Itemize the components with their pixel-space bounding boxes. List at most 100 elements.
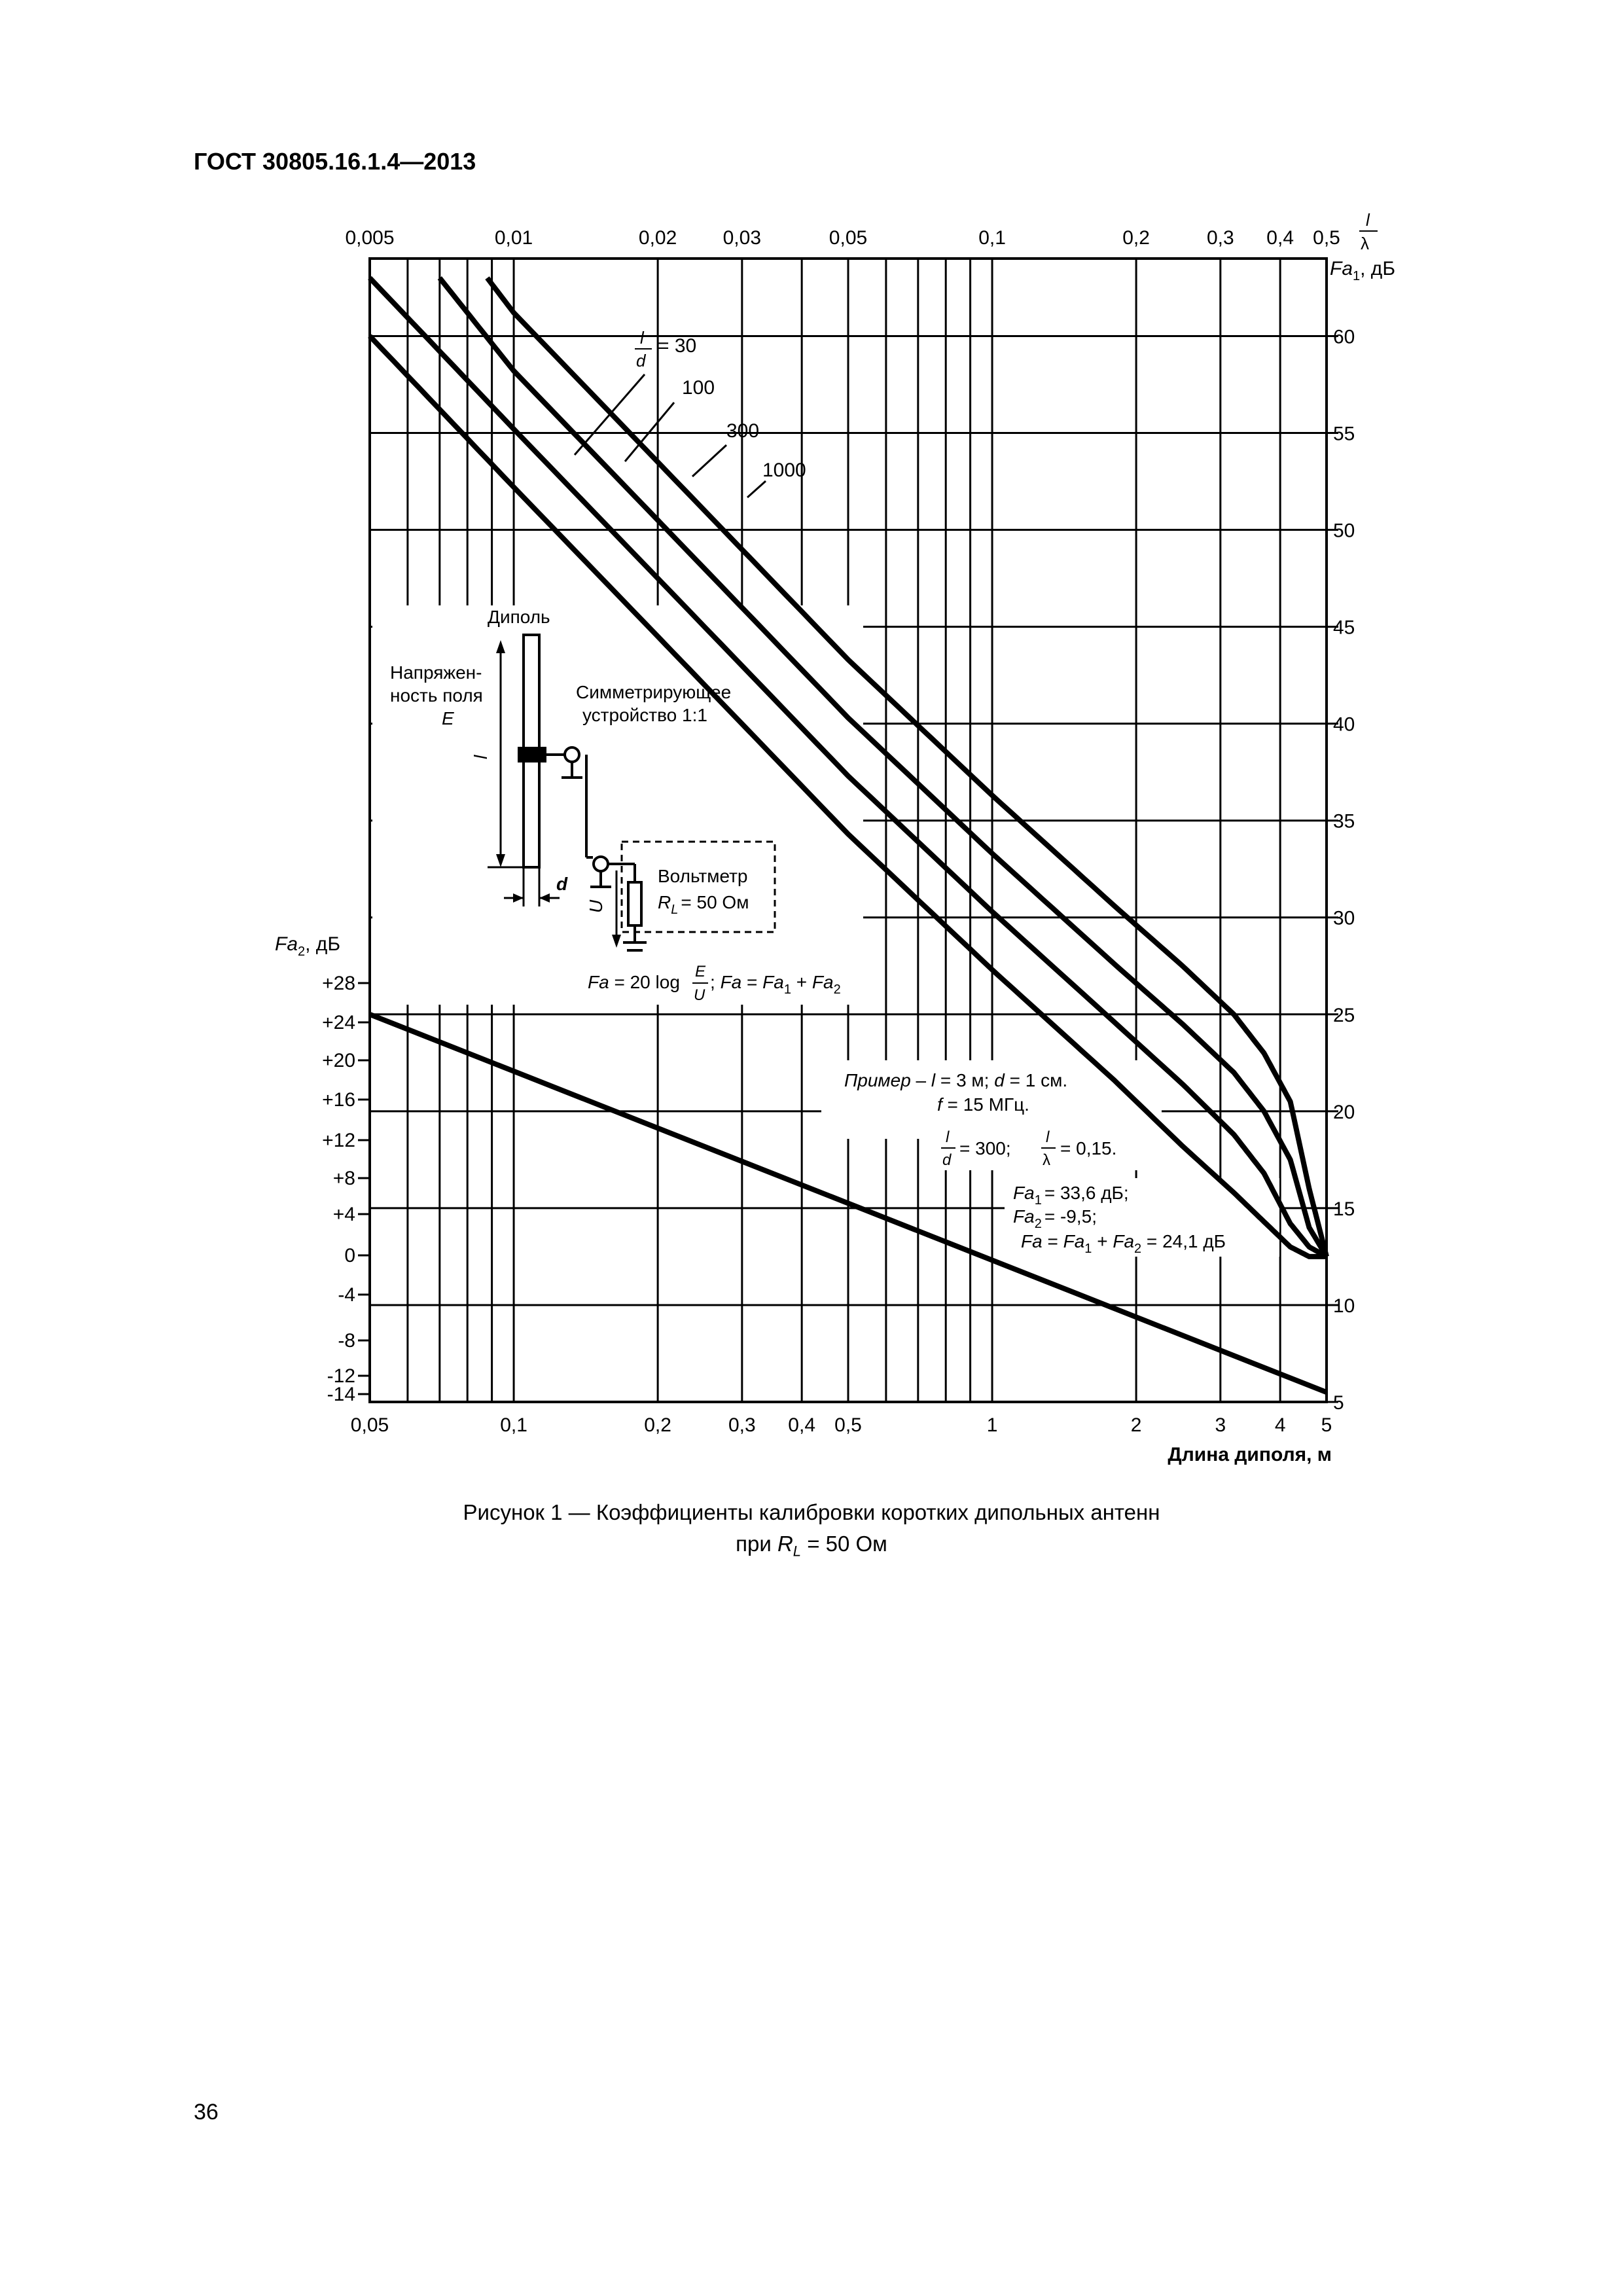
curve-label-1000: 1000 <box>762 459 806 481</box>
right-tick-label: 25 <box>1333 1005 1355 1026</box>
ld-fraction-num: l <box>640 328 645 348</box>
top-x-tick-label: 0,4 <box>1266 227 1294 249</box>
balun-label-line1: Симметрирующее <box>576 682 731 702</box>
top-x-tick-label: 0,02 <box>639 227 677 249</box>
x-tick-label: 1 <box>987 1414 998 1436</box>
svg-text:Fa = 20 log: Fa = 20 log <box>588 972 680 992</box>
left-tick-label: -12 <box>327 1365 355 1387</box>
top-x-tick-label: 0,3 <box>1207 227 1234 249</box>
top-x-tick-label: 0,1 <box>978 227 1006 249</box>
x-tick-label: 0,05 <box>351 1414 389 1436</box>
x-tick-label: 0,2 <box>644 1414 671 1436</box>
example-block: Пример – l = 3 м; d = 1 см. f = 15 МГц. … <box>844 1070 1226 1256</box>
example-line2: f = 15 МГц. <box>937 1094 1029 1115</box>
x-tick-label: 0,4 <box>788 1414 815 1436</box>
right-tick-label: 45 <box>1333 617 1355 639</box>
left-tick-label: +8 <box>333 1168 355 1189</box>
left-tick-label: +12 <box>322 1130 355 1151</box>
diameter-label: d <box>556 874 568 894</box>
left-tick-label: -14 <box>327 1384 355 1405</box>
curve-label-30: = 30 <box>658 335 696 357</box>
dipole-label: Диполь <box>488 607 550 627</box>
fa1-curve-ld-100 <box>368 276 1328 1259</box>
right-tick-label: 40 <box>1333 714 1355 736</box>
dipole-schematic <box>488 634 776 952</box>
left-tick-label: +24 <box>322 1012 355 1033</box>
svg-text:l: l <box>946 1128 950 1146</box>
right-tick-label: 20 <box>1333 1102 1355 1123</box>
top-x-tick-label: 0,05 <box>829 227 867 249</box>
top-x-tick-label: 0,01 <box>495 227 533 249</box>
top-x-tick-label: 0,03 <box>723 227 761 249</box>
left-tick-label: -8 <box>338 1330 355 1352</box>
right-tick-label: 5 <box>1333 1392 1344 1414</box>
example-line1: Пример – l = 3 м; d = 1 см. <box>844 1070 1067 1090</box>
svg-text:U: U <box>694 986 705 1004</box>
right-tick-label: 15 <box>1333 1198 1355 1220</box>
length-label: l <box>471 755 491 759</box>
right-tick-label: 30 <box>1333 908 1355 929</box>
field-label-e: E <box>442 708 454 728</box>
voltage-label: U <box>586 899 606 913</box>
left-axis-label: Fa2, дБ <box>275 933 340 959</box>
example-line3b: = 0,15. <box>1060 1138 1116 1158</box>
example-line3a: = 300; <box>959 1138 1011 1158</box>
fa1-curve-ld-30 <box>368 334 1328 1259</box>
caption-line2: при RL = 50 Ом <box>736 1532 887 1560</box>
formula-label: Fa = 20 log E U ; Fa = Fa1 + Fa2 <box>588 963 841 1004</box>
x-tick-label: 4 <box>1275 1414 1286 1436</box>
svg-text:E: E <box>695 963 706 980</box>
top-axis-label-num: l <box>1366 210 1370 230</box>
curve-leader-300 <box>691 444 728 478</box>
fa1-curve-ld-1000 <box>485 276 1329 1257</box>
curve-label-100: 100 <box>682 377 715 399</box>
right-axis-label: Fa1, дБ <box>1330 258 1395 283</box>
right-tick-label: 60 <box>1333 326 1355 348</box>
left-tick-label: -4 <box>338 1284 355 1306</box>
figure-caption: Рисунок 1 — Коэффициенты калибровки коро… <box>0 1497 1623 1568</box>
voltmeter-label: Вольтметр <box>658 866 747 886</box>
curve-leader-100 <box>624 402 675 462</box>
x-tick-label: 3 <box>1215 1414 1226 1436</box>
fa1-curve-ld-300 <box>437 276 1329 1258</box>
x-tick-label: 0,1 <box>500 1414 527 1436</box>
curve-leader-30 <box>573 374 646 456</box>
caption-line1: Рисунок 1 — Коэффициенты калибровки коро… <box>463 1500 1160 1524</box>
right-tick-label: 55 <box>1333 423 1355 444</box>
example-line4: Fa1 = 33,6 дБ; <box>1013 1183 1129 1208</box>
x-tick-label: 0,3 <box>728 1414 756 1436</box>
x-tick-label: 5 <box>1321 1414 1332 1436</box>
voltmeter-load-label: RL = 50 Ом <box>658 892 749 917</box>
left-tick-label: +20 <box>322 1050 355 1071</box>
top-x-tick-label: 0,005 <box>345 227 394 249</box>
right-tick-label: 50 <box>1333 520 1355 542</box>
right-tick-label: 35 <box>1333 811 1355 833</box>
ld-fraction-den: d <box>636 351 647 370</box>
example-mask-2 <box>933 1131 1142 1170</box>
top-axis-label-den: λ <box>1361 234 1369 253</box>
x-tick-label: 2 <box>1131 1414 1142 1436</box>
right-tick-label: 10 <box>1333 1295 1355 1317</box>
page-number: 36 <box>194 2100 219 2125</box>
balun-label-line2: устройство 1:1 <box>582 705 707 725</box>
svg-text:λ: λ <box>1043 1151 1050 1169</box>
x-axis-label: Длина диполя, м <box>1168 1444 1332 1465</box>
fa2-line <box>368 1012 1328 1395</box>
field-label-line2: ность поля <box>390 685 483 706</box>
field-label-line1: Напряжен- <box>390 662 482 683</box>
top-x-tick-label: 0,5 <box>1313 227 1340 249</box>
left-tick-label: +4 <box>333 1204 355 1225</box>
x-tick-label: 0,5 <box>834 1414 862 1436</box>
example-line5: Fa2 = -9,5; <box>1013 1206 1097 1231</box>
curve-label-300: 300 <box>726 420 759 442</box>
svg-text:l: l <box>1046 1128 1050 1146</box>
left-tick-label: +28 <box>322 973 355 994</box>
chart-grid <box>368 257 1328 1403</box>
left-tick-label: +16 <box>322 1089 355 1111</box>
left-tick-label: 0 <box>344 1245 355 1266</box>
top-x-tick-label: 0,2 <box>1122 227 1150 249</box>
chart-curves <box>368 276 1329 1395</box>
